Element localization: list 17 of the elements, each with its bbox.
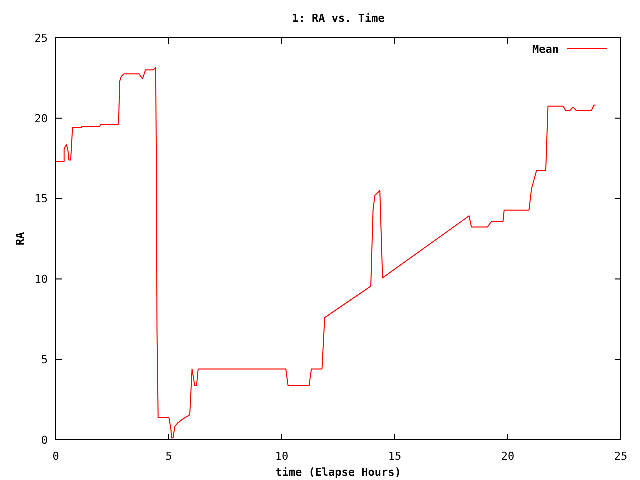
y-tick-label: 10: [34, 273, 48, 286]
y-tick-label: 5: [41, 353, 48, 366]
x-tick-label: 0: [52, 450, 60, 463]
x-axis-title: time (Elapse Hours): [276, 466, 402, 479]
y-axis-title: RA: [14, 232, 27, 246]
y-tick-label: 25: [34, 32, 48, 45]
x-tick-label: 15: [388, 450, 402, 463]
legend-label: Mean: [532, 42, 559, 56]
x-tick-label: 25: [614, 450, 628, 463]
chart-title: 1: RA vs. Time: [292, 12, 386, 25]
x-tick-label: 20: [501, 450, 515, 463]
y-tick-label: 15: [34, 192, 48, 206]
y-tick-label: 20: [34, 112, 48, 126]
x-tick-label: 10: [275, 450, 289, 463]
x-tick-label: 5: [166, 450, 172, 463]
y-tick-label: 0: [41, 434, 48, 447]
line-series: [56, 67, 596, 439]
